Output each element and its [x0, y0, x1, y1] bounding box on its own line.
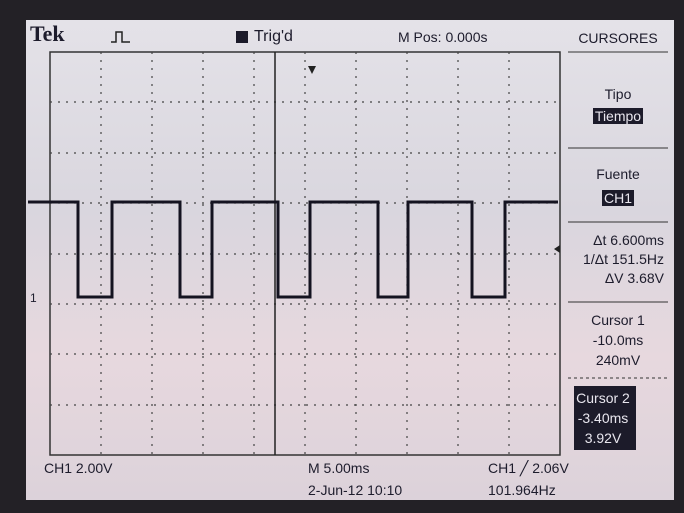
- oscilloscope-screen: Tek Trig'd M Pos: 0.000s CURSORES 1 Tipo…: [26, 20, 674, 500]
- delta-time: Δt 6.600ms: [568, 232, 664, 248]
- cursor-label: Cursor 2: [574, 390, 632, 406]
- menu-label: Fuente: [568, 166, 668, 182]
- brand: Tek: [30, 26, 65, 42]
- menu-value[interactable]: Tiempo: [568, 108, 668, 124]
- menu-title: CURSORES: [568, 30, 668, 46]
- cursor-label: Cursor 1: [568, 312, 668, 328]
- cursor-voltage: 240mV: [568, 352, 668, 368]
- channel-marker: 1: [30, 290, 37, 306]
- graticule: [50, 52, 560, 455]
- date-time: 2-Jun-12 10:10: [308, 482, 402, 498]
- trigger-setting: CH1 ╱ 2.06V: [488, 460, 569, 476]
- delta-voltage: ΔV 3.68V: [568, 270, 664, 286]
- cursor-time: -10.0ms: [568, 332, 668, 348]
- trigger-icon: [236, 31, 248, 43]
- frequency: 1/Δt 151.5Hz: [568, 251, 664, 267]
- waveform: [28, 202, 558, 297]
- oscilloscope-frame: Tek Trig'd M Pos: 0.000s CURSORES 1 Tipo…: [0, 0, 684, 513]
- menu-label: Tipo: [568, 86, 668, 102]
- trigger-status: Trig'd: [254, 29, 293, 45]
- time-scale: M 5.00ms: [308, 460, 369, 476]
- selected-option[interactable]: CH1: [602, 190, 634, 206]
- channel-scale: CH1 2.00V: [44, 460, 112, 476]
- main-position: M Pos: 0.000s: [398, 29, 488, 45]
- selected-option[interactable]: Tiempo: [593, 108, 643, 124]
- cursor-time: -3.40ms: [574, 410, 632, 426]
- trigger-position-marker: [308, 66, 316, 74]
- trigger-level-marker: [554, 245, 560, 253]
- acquisition-icon: [111, 32, 130, 42]
- cursor-voltage: 3.92V: [574, 430, 632, 446]
- trigger-frequency: 101.964Hz: [488, 482, 556, 498]
- menu-value[interactable]: CH1: [568, 190, 668, 206]
